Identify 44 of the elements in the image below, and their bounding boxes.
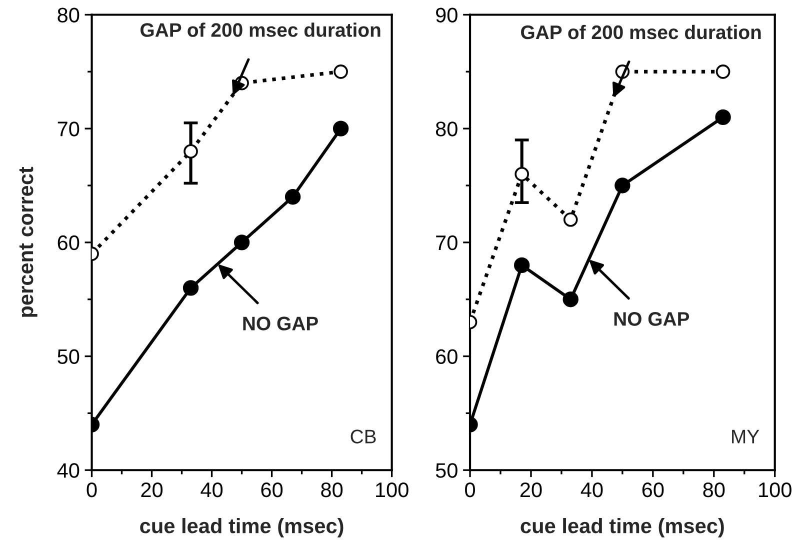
y-tick-label: 70 xyxy=(58,122,80,136)
annotation: GAP of 200 msec duration xyxy=(140,22,380,37)
point xyxy=(514,257,530,274)
x-axis-title: cue lead time (msec) xyxy=(140,518,344,538)
x-axis-title: cue lead time (msec) xyxy=(520,518,724,538)
point xyxy=(184,144,198,159)
annotation: CB xyxy=(350,430,376,444)
y-axis-title: percent correct xyxy=(19,166,38,317)
x-tick-label: 40 xyxy=(200,482,223,498)
annotation: NO GAP xyxy=(243,316,318,330)
y-tick-label: 80 xyxy=(58,8,80,22)
point xyxy=(562,291,578,308)
point xyxy=(332,120,349,136)
y-tick-label: 50 xyxy=(436,463,458,478)
point xyxy=(284,189,301,205)
x-tick-label: 20 xyxy=(141,482,163,498)
x-tick-label: 100 xyxy=(759,482,792,498)
y-tick-label: 90 xyxy=(436,8,458,22)
annotation: MY xyxy=(732,430,760,444)
y-tick-label: 60 xyxy=(58,235,80,250)
x-tick-label: 80 xyxy=(703,482,725,498)
x-tick-label: 80 xyxy=(321,482,343,498)
point xyxy=(716,64,730,79)
x-tick-label: 100 xyxy=(376,482,408,498)
point xyxy=(234,234,250,250)
annotation: GAP of 200 msec duration xyxy=(521,24,761,40)
x-tick-label: 0 xyxy=(465,482,475,498)
y-tick-label: 50 xyxy=(58,349,80,364)
point xyxy=(563,212,578,227)
point xyxy=(182,280,199,296)
point xyxy=(614,178,630,194)
y-tick-label: 40 xyxy=(57,463,80,478)
y-tick-label: 80 xyxy=(436,122,458,136)
x-tick-label: 20 xyxy=(520,482,542,498)
y-tick-label: 70 xyxy=(436,235,458,250)
y-tick-label: 60 xyxy=(436,349,458,364)
x-tick-label: 60 xyxy=(642,482,664,498)
point xyxy=(334,64,348,79)
x-tick-label: 40 xyxy=(580,482,603,498)
annotation: NO GAP xyxy=(614,312,690,326)
x-tick-label: 60 xyxy=(261,482,283,498)
x-tick-label: 0 xyxy=(86,482,97,498)
point xyxy=(715,109,731,126)
point xyxy=(514,166,529,182)
